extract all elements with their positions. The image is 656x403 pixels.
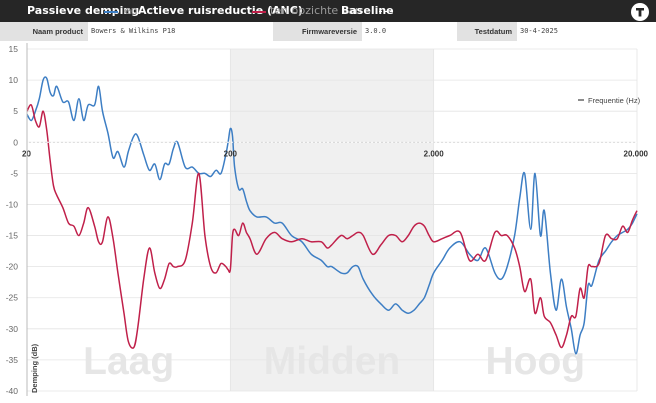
product-label: Naam product	[0, 22, 88, 41]
y-tick-label: 15	[9, 44, 19, 54]
y-tick-label: -40	[6, 386, 19, 396]
passive-legend-swatch	[104, 11, 118, 13]
date-value: 30-4-2025	[520, 27, 558, 35]
y-tick-label: -20	[6, 262, 19, 272]
baseline-legend-swatch	[379, 11, 393, 12]
band-label-midden: Midden	[264, 340, 400, 383]
passive-series-line	[26, 76, 638, 355]
band-label-hoog: Hoog	[486, 340, 586, 383]
x-tick-label: 20.000	[624, 149, 649, 158]
title-anc: Actieve ruisreductie (ANC)	[138, 4, 303, 17]
y-tick-label: -10	[6, 199, 19, 209]
product-value: Bowers & Wilkins P18	[91, 27, 176, 35]
firmware-label: Firmwareversie	[273, 22, 362, 41]
y-tick-label: -15	[6, 231, 19, 241]
anc-series-line	[26, 104, 638, 349]
y-tick-label: 0	[13, 137, 18, 147]
band-label-laag: Laag	[83, 340, 174, 383]
x-tick-label: 2.000	[424, 149, 445, 158]
y-axis-label: Demping (dB)	[30, 343, 39, 393]
series-layer	[26, 76, 638, 355]
title-bar: Passieve demping en Actieve ruisreductie…	[0, 0, 656, 22]
title-relative: ten opzichte van	[270, 4, 362, 17]
attenuation-chart: Laag Midden Hoog 15 10 5 0 -5 -10 -15 -20 -25 -30 -3…	[0, 41, 656, 403]
band-labels: Laag Midden Hoog	[83, 340, 585, 383]
date-label: Testdatum	[457, 22, 517, 41]
info-bar: Naam product Bowers & Wilkins P18 Firmwa…	[0, 22, 656, 42]
title-en: en	[124, 4, 138, 17]
y-tick-label: -35	[6, 355, 19, 365]
legend-frequency: Frequentie (Hz)	[588, 96, 641, 105]
title-baseline: Baseline	[341, 4, 394, 17]
y-tick-label: -25	[6, 293, 19, 303]
tweakers-logo-icon[interactable]	[630, 2, 650, 22]
midrange-band	[230, 49, 434, 391]
title-passive: Passieve demping	[27, 4, 140, 17]
y-tick-label: 10	[9, 75, 19, 85]
x-tick-label: 200	[224, 149, 238, 158]
anc-legend-swatch	[252, 11, 266, 13]
y-tick-label: -30	[6, 324, 19, 334]
firmware-value: 3.0.0	[365, 27, 387, 35]
y-tick-label: 5	[13, 106, 18, 116]
y-axis-ticks: 15 10 5 0 -5 -10 -15 -20 -25 -30 -35 -40	[6, 44, 19, 396]
y-tick-label: -5	[10, 168, 18, 178]
